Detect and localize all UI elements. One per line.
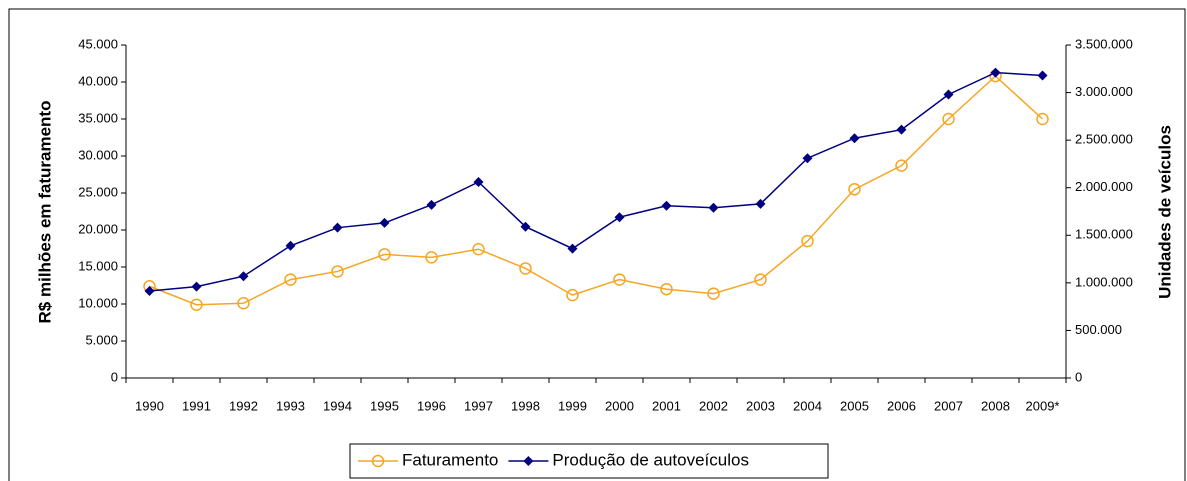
marker: [144, 286, 155, 297]
marker: [660, 282, 673, 296]
x-tick-label: 2007: [934, 398, 963, 413]
x-tick-label: 2004: [793, 398, 822, 413]
marker: [237, 297, 250, 310]
chart-frame: [8, 8, 1186, 481]
y2-axis-title: Unidades de veículos: [1155, 125, 1174, 299]
legend-label: Produção de autoveículos: [552, 450, 749, 469]
x-tick-label: 2000: [605, 398, 634, 413]
marker: [613, 273, 626, 286]
marker: [895, 159, 908, 172]
y2-tick-label: 3.000.000: [1075, 84, 1133, 99]
x-tick-label: 2008: [981, 398, 1010, 413]
marker: [614, 212, 625, 223]
marker: [707, 287, 720, 300]
legend-marker: [523, 456, 534, 466]
marker: [661, 200, 672, 211]
marker: [331, 265, 344, 278]
x-tick-label: 1996: [417, 398, 446, 413]
x-tick-label: 1992: [229, 398, 258, 413]
marker: [801, 234, 814, 248]
x-tick-label: 2009*: [1026, 398, 1060, 413]
x-tick-label: 1997: [464, 398, 493, 413]
marker: [1036, 112, 1049, 126]
x-tick-label: 1999: [558, 398, 587, 413]
legend-box: [349, 443, 829, 479]
y-tick-label: 5.000: [85, 332, 118, 347]
y-tick-label: 10.000: [78, 295, 118, 310]
y-tick-label: 40.000: [78, 73, 118, 88]
marker: [473, 177, 484, 188]
series-line: [149, 71, 1043, 292]
marker: [426, 199, 437, 210]
legend-marker: [371, 454, 385, 468]
y-tick-label: 20.000: [78, 221, 118, 236]
series-line: [149, 75, 1044, 306]
y2-tick-label: 0: [1075, 369, 1082, 384]
x-tick-label: 2002: [699, 398, 728, 413]
marker: [849, 133, 860, 144]
marker: [285, 240, 296, 251]
marker: [238, 271, 249, 282]
marker: [566, 288, 579, 302]
x-tick-label: 1991: [182, 398, 211, 413]
marker: [190, 298, 203, 311]
x-tick-label: 1994: [323, 398, 352, 413]
x-tick-label: 1995: [370, 398, 399, 413]
y-tick-label: 15.000: [78, 258, 118, 273]
y-tick-label: 45.000: [78, 36, 118, 51]
x-tick-label: 1998: [511, 398, 540, 413]
marker: [755, 198, 766, 209]
x-tick-label: 2001: [652, 398, 681, 413]
y-axis-title: R$ milhões em faturamento: [35, 101, 54, 324]
marker: [848, 183, 861, 196]
marker: [708, 202, 719, 213]
y2-tick-label: 1.000.000: [1075, 274, 1133, 289]
marker: [425, 251, 438, 264]
marker: [754, 273, 767, 286]
marker: [472, 242, 485, 256]
y-tick-label: 35.000: [78, 110, 118, 125]
y2-tick-label: 500.000: [1075, 322, 1122, 337]
x-tick-label: 1993: [276, 398, 305, 413]
x-tick-label: 1990: [135, 398, 164, 413]
marker: [990, 67, 1001, 78]
marker: [379, 217, 390, 228]
marker: [332, 222, 343, 233]
marker: [520, 221, 531, 232]
y2-tick-label: 2.500.000: [1075, 132, 1133, 147]
legend-label: Faturamento: [402, 450, 498, 469]
y2-tick-label: 2.000.000: [1075, 179, 1133, 194]
marker: [802, 153, 813, 164]
marker: [191, 281, 202, 292]
x-tick-label: 2003: [746, 398, 775, 413]
marker: [942, 112, 955, 126]
x-tick-label: 2005: [840, 398, 869, 413]
marker: [896, 124, 907, 135]
marker: [943, 89, 954, 100]
marker: [284, 273, 297, 286]
y2-tick-label: 3.500.000: [1075, 36, 1133, 51]
y-tick-label: 25.000: [78, 184, 118, 199]
marker: [567, 243, 578, 254]
x-tick-label: 2006: [887, 398, 916, 413]
marker: [519, 262, 532, 275]
marker: [378, 248, 391, 261]
y-tick-label: 0: [111, 369, 118, 384]
y2-tick-label: 1.500.000: [1075, 227, 1133, 242]
y-tick-label: 30.000: [78, 147, 118, 162]
marker: [1037, 70, 1048, 81]
